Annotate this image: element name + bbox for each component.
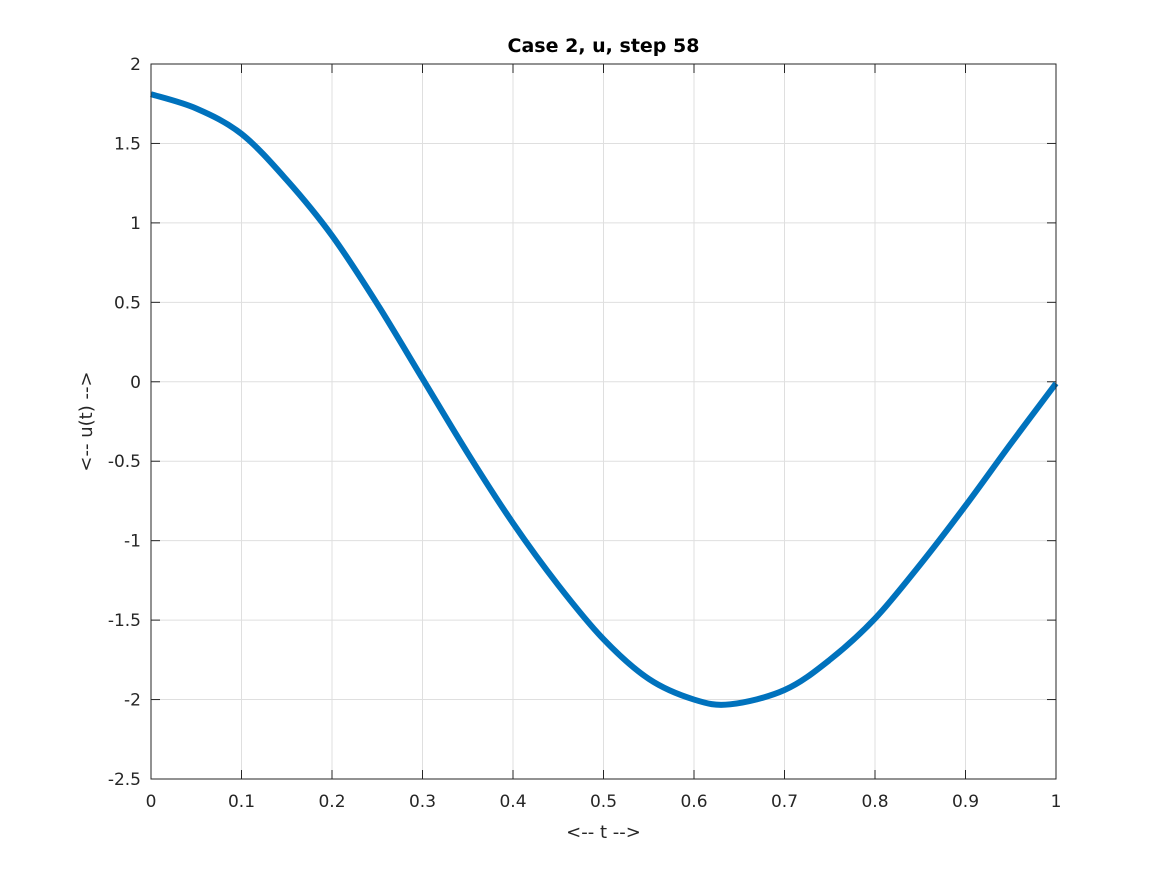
y-tick-label: -1.5 (108, 611, 141, 631)
y-tick-label: 1.5 (114, 134, 141, 154)
x-tick-label: 0.1 (228, 792, 255, 812)
y-tick-label: -1 (124, 532, 141, 552)
chart-title: Case 2, u, step 58 (508, 35, 700, 57)
series-layer (150, 91, 1059, 708)
x-axis-title: <-- t --> (566, 822, 641, 843)
x-tick-label: 0.8 (861, 792, 888, 812)
y-tick-label: -0.5 (108, 452, 141, 472)
x-tick-label: 0.5 (590, 792, 617, 812)
y-tick-labels: -2.5 -2 -1.5 -1 -0.5 0 0.5 1 1.5 2 (108, 55, 141, 790)
x-tick-label: 0.6 (680, 792, 707, 812)
y-tick-label: -2.5 (108, 770, 141, 790)
series-line (150, 91, 1059, 708)
x-tick-label: 0.3 (409, 792, 436, 812)
x-tick-label: 0.4 (499, 792, 526, 812)
x-tick-label: 0.2 (318, 792, 345, 812)
y-tick-label: 2 (130, 55, 141, 75)
x-tick-label: 0.9 (952, 792, 979, 812)
x-tick-label: 0 (146, 792, 157, 812)
y-tick-label: 0.5 (114, 293, 141, 313)
x-tick-label: 1 (1051, 792, 1062, 812)
y-tick-label: 0 (130, 373, 141, 393)
x-tick-label: 0.7 (771, 792, 798, 812)
x-tick-labels: 0 0.1 0.2 0.3 0.4 0.5 0.6 0.7 0.8 0.9 1 (146, 792, 1062, 812)
y-tick-label: -2 (124, 691, 141, 711)
y-axis-title: <-- u(t) --> (76, 371, 97, 471)
y-tick-label: 1 (130, 214, 141, 234)
axes-box (150, 63, 1057, 780)
